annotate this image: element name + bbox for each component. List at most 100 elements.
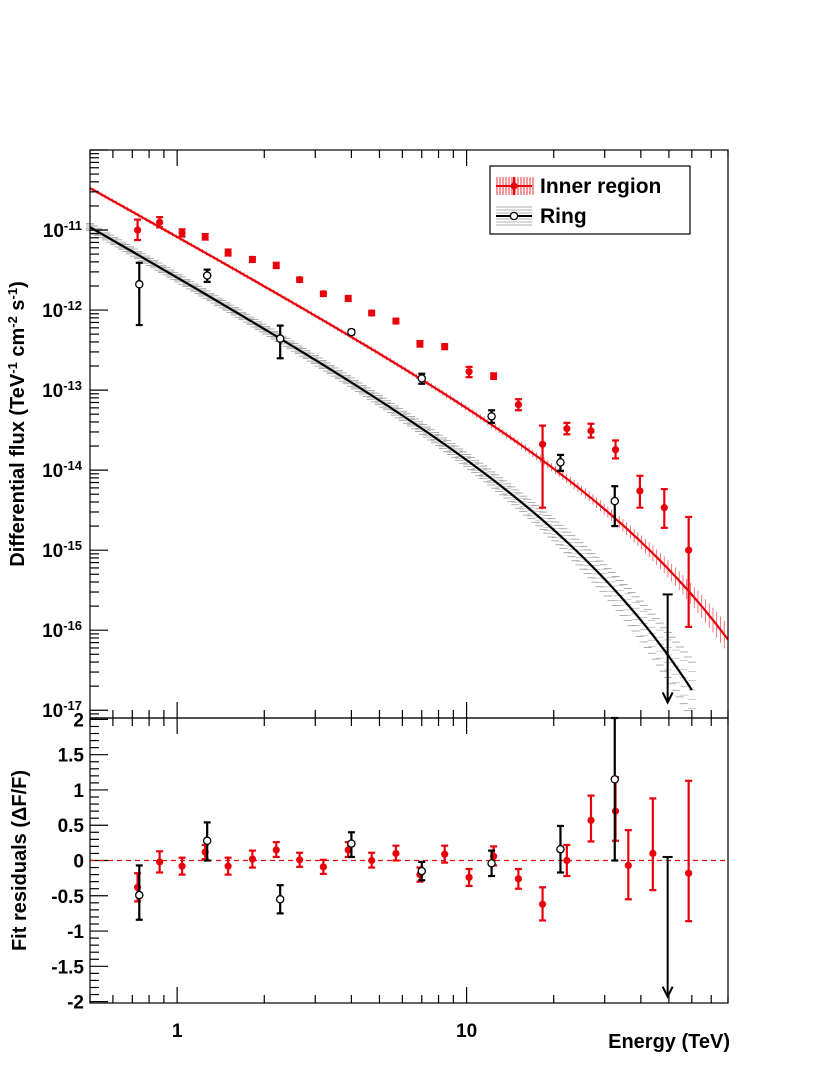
- residual-point-inner-region: [587, 794, 595, 843]
- data-point-inner-region: [133, 218, 142, 242]
- data-point-inner-region: [392, 317, 400, 325]
- residual-point-ring: [347, 831, 356, 859]
- spectrum-y-axis-title: Differential flux (TeV-1 cm-2 s-1): [5, 281, 30, 567]
- residual-point-inner-region: [392, 844, 400, 862]
- residual-point-inner-region: [649, 797, 657, 892]
- residual-point-inner-region: [685, 779, 693, 923]
- residual-point-inner-region: [156, 850, 164, 874]
- residual-point-ring: [202, 821, 212, 862]
- residual-point-inner-region: [178, 856, 186, 876]
- data-point-inner-region: [685, 515, 693, 628]
- data-point-inner-region: [490, 372, 498, 381]
- y-tick-label: 0.5: [58, 816, 85, 837]
- fit-curve-ring: [89, 226, 693, 691]
- residual-point-inner-region: [368, 851, 376, 869]
- y-tick-label: 10-16: [42, 618, 82, 643]
- data-point-ring: [556, 453, 565, 472]
- residual-point-ring: [610, 716, 620, 862]
- y-tick-label: 10-15: [42, 538, 82, 563]
- spectrum-panel: 10-11 10-12 10-13 10-14 10-15 10-16 10-17 Diff…: [5, 149, 729, 723]
- fit-uncertainty-bands: [86, 186, 729, 719]
- residual-point-inner-region: [272, 841, 280, 859]
- y-tick-label: 0: [73, 852, 84, 873]
- residual-point-inner-region: [538, 886, 547, 922]
- fit-curves: [89, 187, 729, 691]
- y-tick-label: 10-11: [43, 218, 82, 243]
- residual-point-inner-region: [624, 829, 632, 901]
- y-tick-label: -0.5: [51, 887, 84, 908]
- y-tick-label: 10-14: [42, 458, 83, 483]
- legend: Inner region Ring: [489, 165, 691, 235]
- residuals-panel: 2 1.5 1 0.5 0 -0.5 -1 -1.5 -2 Fit residuals (ΔF/…: [9, 710, 730, 1053]
- residuals-y-tick-labels: 2 1.5 1 0.5 0 -0.5 -1 -1.5 -2: [51, 710, 84, 1013]
- data-point-inner-region: [224, 248, 232, 257]
- fit-curve-inner-region: [89, 187, 729, 641]
- data-point-ring: [487, 409, 496, 424]
- spectrum-axis-ticks: [89, 149, 729, 719]
- residual-point-ring: [275, 884, 285, 915]
- y-tick-label: -2: [67, 993, 84, 1014]
- data-point-inner-region: [587, 422, 595, 439]
- data-point-inner-region: [272, 261, 280, 270]
- x-tick-label: 10: [456, 1021, 477, 1042]
- spectrum-data-points: [133, 216, 693, 705]
- x-axis-title: Energy (TeV): [608, 1031, 730, 1053]
- residual-point-ring: [417, 860, 427, 882]
- data-point-inner-region: [514, 398, 522, 412]
- y-tick-label: 10-17: [42, 698, 82, 723]
- residual-point-inner-region: [296, 851, 304, 868]
- legend-entry-inner-region: Inner region: [496, 175, 661, 198]
- legend-label-ring: Ring: [540, 205, 587, 228]
- legend-entry-ring: Ring: [496, 205, 587, 228]
- residual-point-inner-region: [441, 844, 449, 864]
- x-tick-label: 1: [172, 1021, 183, 1042]
- data-point-inner-region: [416, 339, 424, 348]
- data-point-ring: [347, 327, 356, 337]
- y-tick-label: -1: [67, 922, 84, 943]
- residual-point-inner-region: [465, 867, 473, 887]
- residuals-y-axis-title: Fit residuals (ΔF/F): [9, 770, 31, 951]
- y-tick-label: -1.5: [51, 957, 84, 978]
- data-point-inner-region: [563, 421, 571, 436]
- y-tick-label: 2: [73, 710, 84, 731]
- residual-point-ring: [556, 824, 565, 874]
- data-point-inner-region: [319, 290, 327, 298]
- data-point-ring: [417, 372, 427, 385]
- residual-point-ring: [487, 849, 496, 878]
- y-tick-label: 10-12: [42, 298, 82, 323]
- data-point-inner-region: [201, 232, 209, 241]
- data-point-inner-region: [248, 255, 257, 263]
- y-tick-label: 1: [73, 781, 84, 802]
- data-point-inner-region: [538, 424, 547, 509]
- data-point-inner-region: [611, 439, 620, 460]
- data-point-inner-region: [368, 309, 376, 317]
- spectrum-frame: [89, 149, 729, 719]
- data-point-inner-region: [178, 228, 186, 238]
- data-point-ring: [275, 324, 285, 360]
- spectrum-y-tick-labels: 10-11 10-12 10-13 10-14 10-15 10-16 10-17: [42, 218, 83, 723]
- y-tick-label: 10-13: [42, 378, 82, 403]
- fit-band-ring: [86, 223, 696, 719]
- data-point-ring: [135, 261, 144, 327]
- data-point-inner-region: [441, 342, 449, 351]
- data-point-inner-region: [156, 216, 164, 229]
- data-point-ring: [202, 268, 212, 283]
- residuals-data-points: [133, 716, 693, 999]
- residual-point-ring: [661, 855, 674, 999]
- residual-point-ring: [135, 864, 144, 921]
- residual-point-inner-region: [563, 843, 571, 878]
- residual-point-inner-region: [319, 858, 327, 876]
- legend-box: [489, 165, 691, 235]
- legend-swatch-inner-region: [496, 177, 534, 195]
- y-tick-label: 1.5: [58, 746, 85, 767]
- data-point-ring: [661, 593, 674, 705]
- data-point-inner-region: [465, 365, 473, 379]
- data-point-inner-region: [636, 474, 644, 509]
- data-point-ring: [610, 485, 620, 528]
- data-point-inner-region: [296, 276, 304, 284]
- residual-point-inner-region: [248, 849, 257, 869]
- residual-point-inner-region: [514, 867, 522, 890]
- legend-label-inner-region: Inner region: [540, 175, 661, 198]
- legend-swatch-ring: [496, 206, 532, 226]
